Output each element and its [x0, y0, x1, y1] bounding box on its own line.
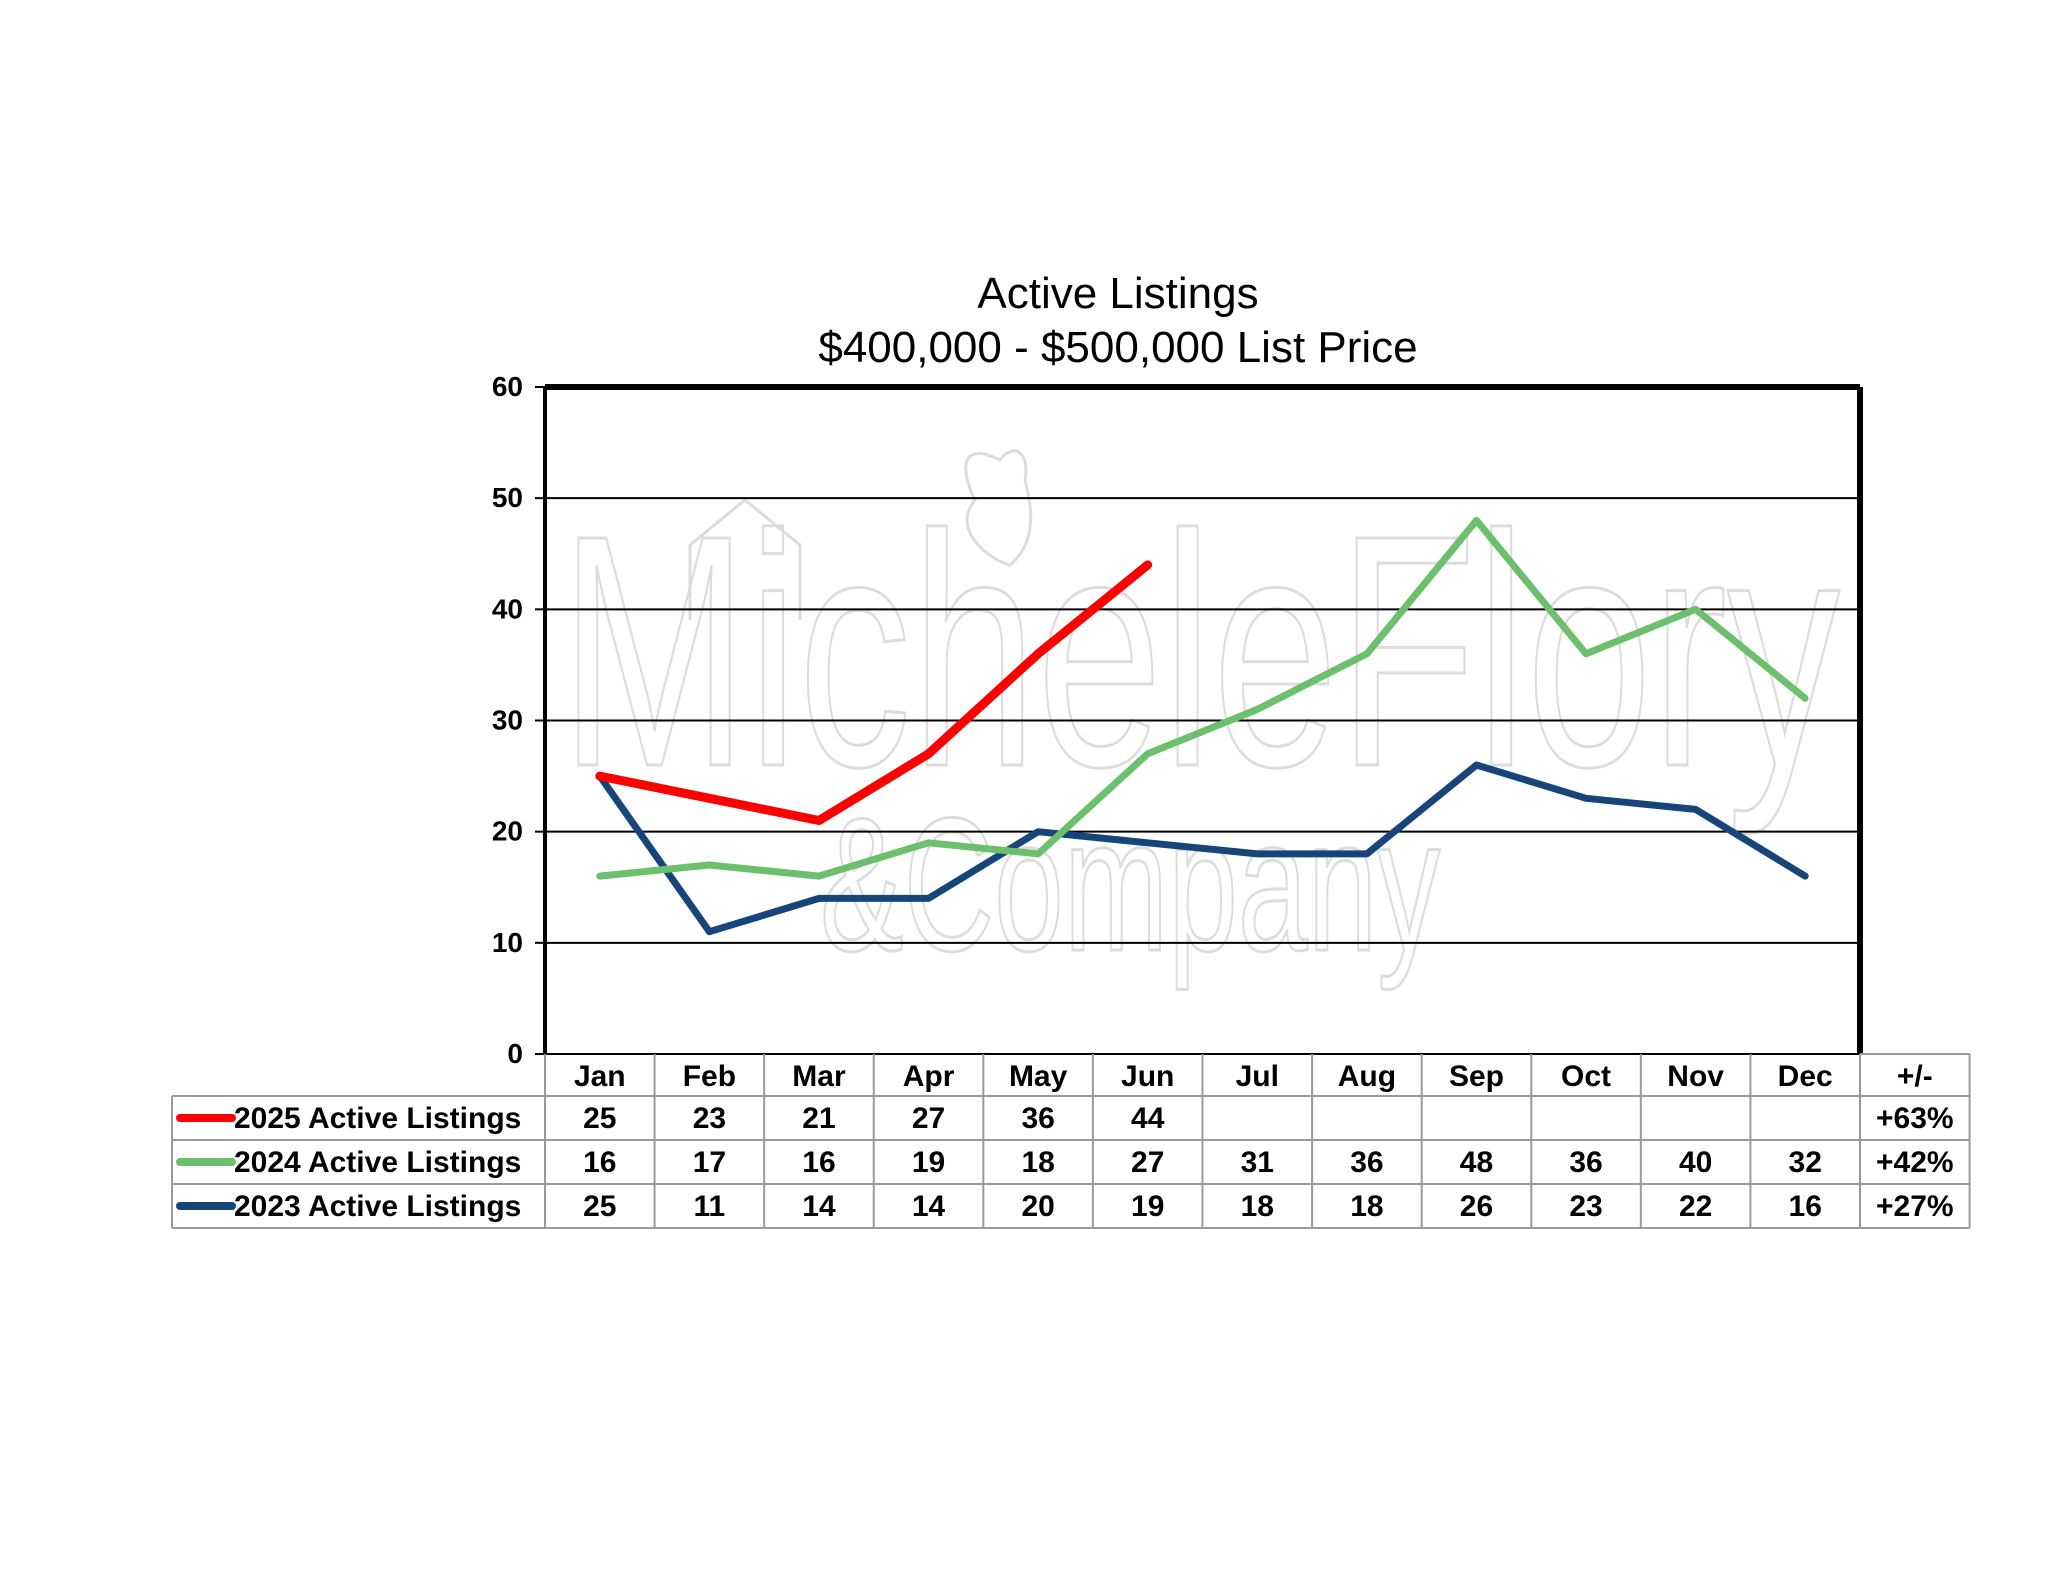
y-tick-label: 60 — [492, 371, 523, 402]
watermark-house-icon — [688, 498, 802, 620]
data-cell: 17 — [693, 1146, 726, 1179]
data-cell: 11 — [694, 1190, 726, 1223]
data-cell: 27 — [912, 1102, 945, 1135]
data-cell: 36 — [1021, 1102, 1054, 1135]
legend-label: 2024 Active Listings — [234, 1146, 521, 1179]
data-cell: 32 — [1789, 1146, 1822, 1179]
data-cell: 36 — [1569, 1146, 1602, 1179]
watermark-leaf-icon — [964, 449, 1033, 567]
change-cell: +42% — [1876, 1146, 1954, 1179]
data-table: Jan Feb Mar Apr May Jun Jul Aug Sep Oct Nov Dec +/- 2… — [171, 1053, 1971, 1229]
data-cell: 14 — [912, 1190, 946, 1223]
data-cell: 14 — [802, 1190, 836, 1223]
category-label: Jan — [574, 1060, 626, 1093]
data-cell: 18 — [1021, 1146, 1054, 1179]
data-cell: 19 — [1131, 1190, 1164, 1223]
category-label: Jun — [1121, 1060, 1174, 1093]
series-lines — [595, 516, 1809, 936]
y-tick-label: 20 — [492, 816, 523, 847]
y-tick-label: 10 — [492, 927, 523, 958]
change-header: +/- — [1897, 1060, 1933, 1093]
y-axis: 0 10 20 30 40 50 60 — [492, 371, 545, 1069]
category-label: Nov — [1667, 1060, 1724, 1093]
category-label: Sep — [1449, 1060, 1504, 1093]
data-cell: 40 — [1679, 1146, 1712, 1179]
data-cell: 16 — [583, 1146, 616, 1179]
data-cell: 25 — [583, 1190, 616, 1223]
data-cell: 23 — [1569, 1190, 1602, 1223]
category-label: Jul — [1236, 1060, 1279, 1093]
series-line — [596, 516, 1809, 880]
chart-subtitle: $400,000 - $500,000 List Price — [818, 323, 1417, 372]
category-label: Dec — [1778, 1060, 1833, 1093]
category-label: Aug — [1338, 1060, 1396, 1093]
y-tick-label: 0 — [507, 1038, 523, 1069]
y-tick-label: 30 — [492, 705, 523, 736]
data-cell: 18 — [1350, 1190, 1383, 1223]
data-cell: 19 — [912, 1146, 945, 1179]
watermark-line-1: MicheleFlory — [560, 466, 1840, 837]
change-cell: +63% — [1876, 1102, 1954, 1135]
legend-label: 2025 Active Listings — [234, 1102, 521, 1135]
data-cell: 20 — [1021, 1190, 1054, 1223]
data-cell: 44 — [1131, 1102, 1165, 1135]
y-tick-label: 50 — [492, 482, 523, 513]
data-cell: 18 — [1241, 1190, 1274, 1223]
data-cell: 31 — [1241, 1146, 1274, 1179]
watermark-line-2: &Company — [820, 779, 1440, 991]
data-cell: 36 — [1350, 1146, 1383, 1179]
data-cell: 16 — [1789, 1190, 1822, 1223]
category-label: Feb — [683, 1060, 736, 1093]
data-cell: 25 — [583, 1102, 616, 1135]
category-label: Mar — [792, 1060, 846, 1093]
category-label: Apr — [903, 1060, 955, 1093]
data-cell: 21 — [802, 1102, 835, 1135]
series-line — [595, 560, 1153, 825]
data-cell: 23 — [693, 1102, 726, 1135]
data-cell: 22 — [1679, 1190, 1712, 1223]
y-tick-label: 40 — [492, 593, 523, 624]
category-label: May — [1009, 1060, 1068, 1093]
data-cell: 16 — [802, 1146, 835, 1179]
data-cell: 26 — [1460, 1190, 1493, 1223]
change-cell: +27% — [1876, 1190, 1954, 1223]
data-cell: 48 — [1460, 1146, 1493, 1179]
series-line — [596, 761, 1809, 936]
data-cell: 27 — [1131, 1146, 1164, 1179]
legend-label: 2023 Active Listings — [234, 1190, 521, 1223]
watermark-logo: MicheleFlory&Company — [559, 449, 1842, 993]
chart-title: Active Listings — [977, 269, 1258, 318]
category-label: Oct — [1561, 1060, 1611, 1093]
